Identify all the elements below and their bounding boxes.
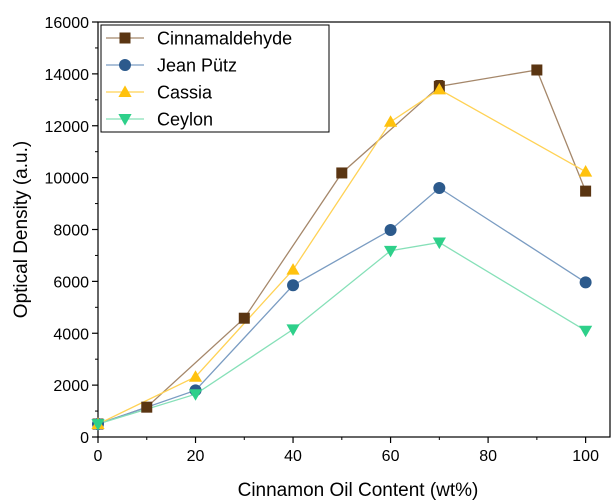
y-tick-label: 10000 bbox=[45, 171, 90, 188]
data-point-3 bbox=[286, 324, 300, 336]
legend-label: Ceylon bbox=[157, 110, 213, 130]
legend-marker bbox=[118, 114, 132, 126]
data-point-2 bbox=[579, 165, 593, 177]
series-line-3 bbox=[97, 241, 586, 425]
y-tick-label: 0 bbox=[80, 430, 89, 447]
data-point-2 bbox=[383, 115, 398, 127]
y-tick-label: 14000 bbox=[45, 67, 90, 84]
y-axis-title: Optical Density (a.u.) bbox=[11, 141, 32, 318]
data-point-0 bbox=[531, 64, 543, 76]
y-tick-label: 8000 bbox=[53, 223, 89, 240]
y-tick-label: 12000 bbox=[45, 119, 90, 136]
data-point-0 bbox=[141, 401, 153, 413]
data-point-1 bbox=[579, 276, 592, 289]
legend-marker bbox=[118, 85, 132, 97]
x-tick-label: 0 bbox=[94, 448, 103, 465]
data-point-3 bbox=[579, 325, 593, 338]
data-point-1 bbox=[384, 224, 397, 237]
legend: Cinnamaldehyde Jean Pütz Cassia Ceylon bbox=[100, 24, 330, 133]
y-tick-label: 4000 bbox=[53, 326, 89, 343]
data-point-1 bbox=[433, 182, 446, 194]
x-axis-title: Cinnamon Oil Content (wt%) bbox=[238, 480, 479, 501]
legend-box bbox=[100, 24, 330, 133]
data-point-2 bbox=[432, 82, 446, 95]
data-point-0 bbox=[336, 167, 348, 179]
legend-label: Jean Pütz bbox=[157, 56, 237, 76]
y-axis: 0 2000 4000 6000 8000 10000 12000 14000 16000 bbox=[45, 15, 98, 447]
legend-label: Cassia bbox=[157, 83, 213, 103]
x-tick-label: 60 bbox=[382, 448, 400, 465]
legend-label: Cinnamaldehyde bbox=[157, 29, 292, 49]
data-point-1 bbox=[287, 279, 300, 292]
series-line-2 bbox=[97, 88, 586, 425]
series-line-1 bbox=[97, 187, 586, 425]
data-point-0 bbox=[580, 185, 592, 197]
data-point-2 bbox=[286, 263, 300, 275]
data-point-3 bbox=[432, 237, 446, 250]
legend-marker bbox=[119, 32, 131, 44]
legend-marker bbox=[119, 59, 131, 71]
data-point-0 bbox=[238, 312, 250, 324]
y-tick-label: 6000 bbox=[53, 274, 89, 291]
x-tick-label: 20 bbox=[187, 448, 205, 465]
x-tick-label: 40 bbox=[284, 448, 302, 465]
data-point-3 bbox=[91, 419, 105, 431]
series-markers bbox=[91, 64, 593, 431]
data-point-3 bbox=[383, 245, 398, 258]
data-point-3 bbox=[188, 389, 203, 401]
x-tick-label: 80 bbox=[479, 448, 497, 465]
x-tick-label: 100 bbox=[572, 448, 599, 465]
x-axis: 0 20 40 60 80 100 bbox=[94, 437, 599, 465]
y-tick-label: 2000 bbox=[53, 378, 89, 395]
y-tick-label: 16000 bbox=[45, 15, 90, 32]
data-point-2 bbox=[188, 370, 203, 382]
